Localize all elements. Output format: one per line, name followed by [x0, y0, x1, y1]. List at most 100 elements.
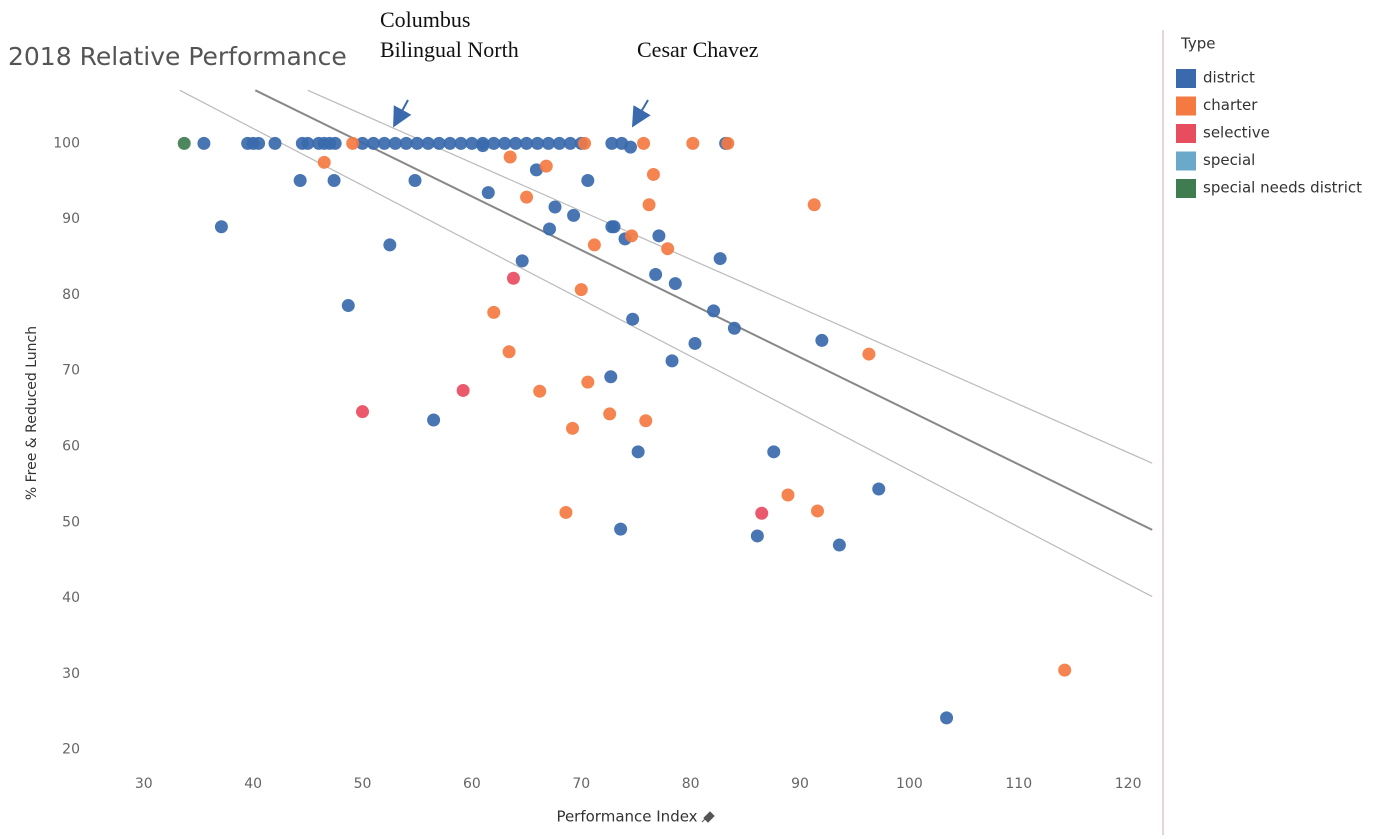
data-point — [646, 167, 660, 181]
data-point — [383, 238, 397, 252]
data-point — [293, 174, 307, 188]
data-point — [481, 186, 495, 200]
data-point — [559, 505, 573, 519]
data-point — [421, 136, 435, 150]
data-point — [649, 267, 663, 281]
data-point — [755, 506, 769, 520]
data-point — [548, 200, 562, 214]
x-tick-label: 50 — [354, 776, 372, 792]
x-tick-label: 90 — [791, 776, 809, 792]
data-point — [781, 488, 795, 502]
data-point — [750, 529, 764, 543]
y-tick-label: 70 — [62, 363, 80, 379]
annotation: Cesar Chavez — [637, 37, 759, 62]
data-point — [642, 198, 656, 212]
data-point — [377, 136, 391, 150]
data-point — [328, 136, 342, 150]
data-point — [707, 304, 721, 318]
data-point — [533, 384, 547, 398]
data-point — [476, 139, 490, 153]
data-point — [503, 150, 517, 164]
annotation-arrow — [393, 99, 412, 128]
data-point — [410, 136, 424, 150]
data-point — [688, 336, 702, 350]
x-tick-label: 110 — [1005, 776, 1032, 792]
x-tick-label: 30 — [135, 776, 153, 792]
data-point — [487, 136, 501, 150]
legend-label: selective — [1203, 124, 1270, 142]
data-point — [815, 333, 829, 347]
data-point — [604, 370, 618, 384]
data-point — [341, 299, 355, 313]
data-point — [502, 345, 516, 359]
data-point — [268, 136, 282, 150]
x-tick-label: 70 — [572, 776, 590, 792]
x-tick-label: 100 — [896, 776, 923, 792]
data-point — [807, 198, 821, 212]
data-point — [543, 222, 557, 236]
data-point — [487, 305, 501, 319]
pin-icon — [701, 811, 715, 823]
data-point — [456, 383, 470, 397]
data-point — [356, 405, 369, 419]
data-point — [520, 190, 534, 204]
data-point — [661, 242, 675, 256]
data-point — [408, 174, 422, 188]
data-point — [811, 504, 824, 518]
trend-line — [254, 89, 1153, 531]
data-point — [531, 136, 544, 150]
data-point — [252, 136, 266, 150]
data-point — [539, 159, 553, 173]
data-point — [767, 445, 781, 459]
data-point — [637, 136, 651, 150]
data-point — [567, 208, 581, 222]
data-point — [721, 136, 735, 150]
y-tick-label: 90 — [62, 211, 80, 227]
data-point — [197, 136, 211, 150]
data-point — [668, 277, 682, 291]
data-point — [399, 136, 413, 150]
y-tick-label: 60 — [62, 439, 80, 455]
data-point — [574, 283, 588, 297]
legend-swatch — [1176, 124, 1196, 143]
data-point — [454, 136, 468, 150]
data-point — [388, 136, 402, 150]
trend-line — [307, 89, 1153, 464]
data-point — [686, 136, 700, 150]
y-tick-label: 20 — [62, 742, 80, 758]
data-point — [639, 414, 653, 428]
legend-swatch — [1176, 179, 1196, 198]
data-point — [529, 163, 543, 177]
data-point — [581, 375, 595, 389]
data-point — [862, 347, 876, 361]
y-tick-label: 100 — [53, 135, 80, 151]
data-point — [301, 136, 315, 150]
chart-title: 2018 Relative Performance — [8, 42, 347, 71]
annotation: Columbus — [380, 7, 470, 32]
data-point — [515, 254, 529, 268]
y-tick-label: 80 — [62, 287, 80, 303]
data-point — [346, 136, 360, 150]
data-point — [614, 522, 628, 536]
data-point — [366, 136, 380, 150]
data-point — [625, 229, 639, 243]
y-tick-label: 40 — [62, 590, 80, 606]
legend-label: special needs district — [1203, 179, 1362, 197]
legend-swatch — [1176, 96, 1196, 116]
data-point — [605, 136, 619, 150]
data-point — [940, 711, 954, 725]
data-point — [427, 413, 441, 427]
data-point — [520, 136, 534, 150]
legend-swatch — [1176, 151, 1196, 171]
data-point — [631, 445, 645, 459]
legend-label: charter — [1203, 96, 1258, 114]
annotation: Bilingual North — [380, 37, 519, 62]
trend-line — [179, 89, 1153, 598]
legend-label: district — [1203, 69, 1255, 87]
data-point — [832, 538, 846, 552]
data-point — [498, 136, 512, 150]
data-point — [327, 174, 341, 188]
data-point — [607, 220, 621, 234]
data-point — [563, 136, 577, 150]
